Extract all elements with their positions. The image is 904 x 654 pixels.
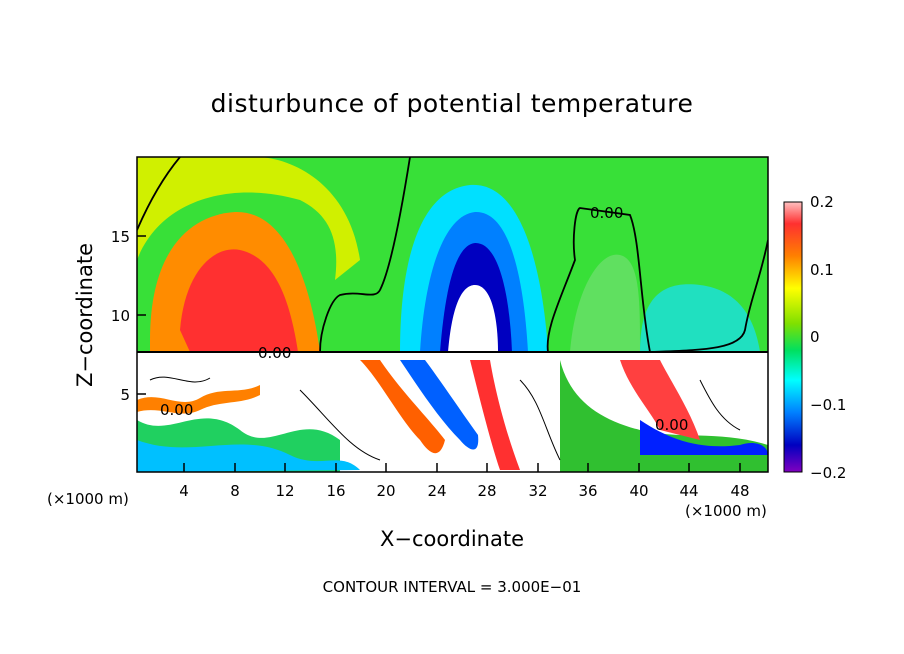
colorbar-tick-label: 0.1 — [810, 261, 834, 279]
y-axis-label: Z−coordinate — [73, 243, 97, 387]
x-tick-label: 16 — [326, 482, 345, 500]
contour-interval-note: CONTOUR INTERVAL = 3.000E−01 — [323, 578, 582, 596]
x-unit-label-right: (×1000 m) — [685, 502, 767, 520]
contour-label: 0.00 — [655, 416, 688, 434]
lower-band-2 — [137, 440, 360, 472]
x-axis: 4 8 12 16 20 24 28 32 36 40 44 48 (×1000… — [47, 463, 767, 551]
colorbar-tick-label: 0.2 — [810, 193, 834, 211]
colorbar-tick-label: 0 — [810, 328, 820, 346]
colorbar-scale — [783, 201, 803, 473]
colorbar-tick-label: −0.1 — [810, 396, 846, 414]
chart-title: disturbunce of potential temperature — [211, 89, 694, 118]
x-tick-label: 40 — [629, 482, 648, 500]
colorbar-tick-label: −0.2 — [810, 464, 846, 482]
lower-swirl-2 — [400, 360, 479, 450]
y-tick-label: 5 — [120, 386, 130, 404]
lower-band-4 — [620, 360, 700, 440]
y-tick-label: 15 — [111, 228, 130, 246]
x-tick-label: 48 — [730, 482, 749, 500]
green-right-region — [570, 254, 640, 352]
contour-label: 0.00 — [160, 401, 193, 419]
x-unit-label-left: (×1000 m) — [47, 490, 129, 508]
x-tick-label: 20 — [376, 482, 395, 500]
x-tick-label: 36 — [578, 482, 597, 500]
x-tick-label: 8 — [230, 482, 240, 500]
lower-band-5 — [640, 420, 768, 455]
y-axis: 15 10 5 Z−coordinate — [73, 228, 146, 404]
x-axis-label: X−coordinate — [380, 527, 524, 551]
y-tick-label: 10 — [111, 307, 130, 325]
lower-swirl-1 — [360, 360, 445, 454]
contour-label: 0.00 — [258, 344, 291, 362]
cold-anomaly-center — [448, 285, 498, 352]
lower-band-6 — [137, 385, 260, 414]
x-tick-label: 24 — [427, 482, 446, 500]
contour-label: 0.00 — [590, 204, 623, 222]
warm-yellow-band — [137, 157, 360, 280]
lower-band-3 — [560, 360, 768, 472]
warm-anomaly-core — [180, 249, 298, 352]
cyan-right-region — [640, 284, 760, 352]
lower-swirl-3 — [470, 360, 520, 470]
plot-area — [137, 157, 768, 472]
x-tick-label: 4 — [179, 482, 189, 500]
x-tick-label: 32 — [528, 482, 547, 500]
contour-lines-lower — [149, 376, 741, 461]
colorbar: 0.2 0.1 0 −0.1 −0.2 — [783, 193, 846, 482]
zero-contour-upper — [137, 157, 768, 353]
x-tick-label: 28 — [477, 482, 496, 500]
x-tick-label: 12 — [275, 482, 294, 500]
x-tick-label: 44 — [679, 482, 698, 500]
